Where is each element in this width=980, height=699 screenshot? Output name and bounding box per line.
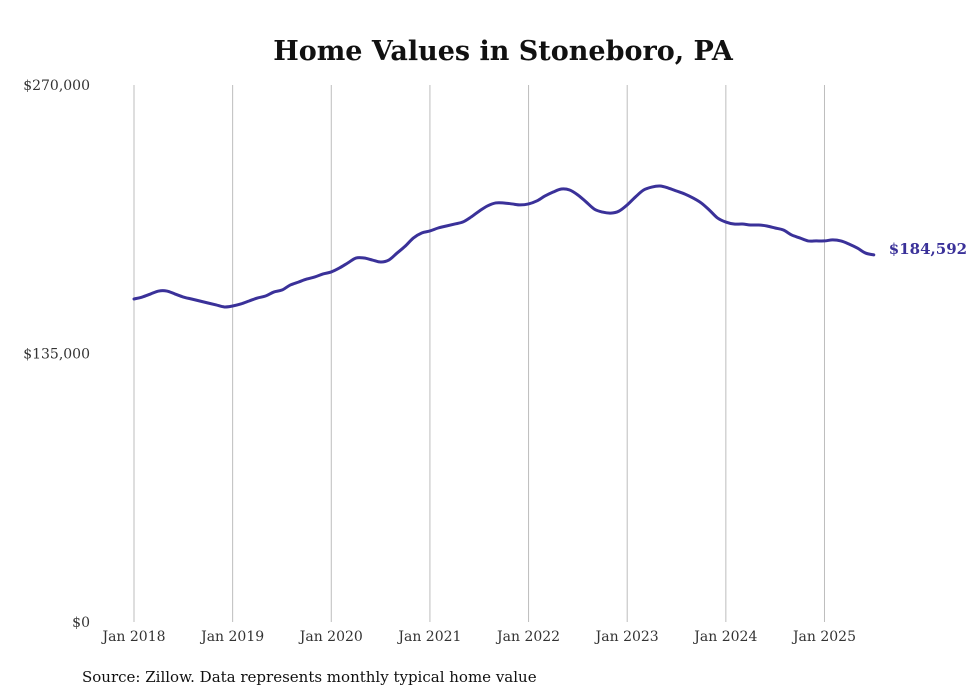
x-tick-label: Jan 2018 bbox=[100, 629, 165, 645]
x-tick-label: Jan 2023 bbox=[594, 629, 659, 645]
y-axis-ticks: $0 $135,000 $270,000 bbox=[23, 78, 90, 631]
y-tick-label: $135,000 bbox=[23, 347, 90, 363]
series-line bbox=[132, 184, 876, 309]
x-tick-label: Jan 2021 bbox=[396, 629, 461, 645]
y-tick-label: $0 bbox=[72, 615, 90, 631]
x-tick-label: Jan 2025 bbox=[791, 629, 856, 645]
end-value-label: $184,592 bbox=[889, 240, 967, 258]
gridlines bbox=[133, 85, 825, 622]
x-tick-label: Jan 2020 bbox=[298, 629, 363, 645]
y-tick-label: $270,000 bbox=[23, 78, 90, 94]
series-group: $184,592 bbox=[132, 184, 967, 309]
x-tick-label: Jan 2022 bbox=[495, 629, 560, 645]
x-axis-ticks: Jan 2018 Jan 2019 Jan 2020 Jan 2021 Jan 2022… bbox=[100, 629, 856, 645]
source-note: Source: Zillow. Data represents monthly … bbox=[82, 668, 537, 686]
chart-title: Home Values in Stoneboro, PA bbox=[273, 36, 734, 67]
x-tick-label: Jan 2024 bbox=[692, 629, 757, 645]
x-tick-label: Jan 2019 bbox=[199, 629, 264, 645]
